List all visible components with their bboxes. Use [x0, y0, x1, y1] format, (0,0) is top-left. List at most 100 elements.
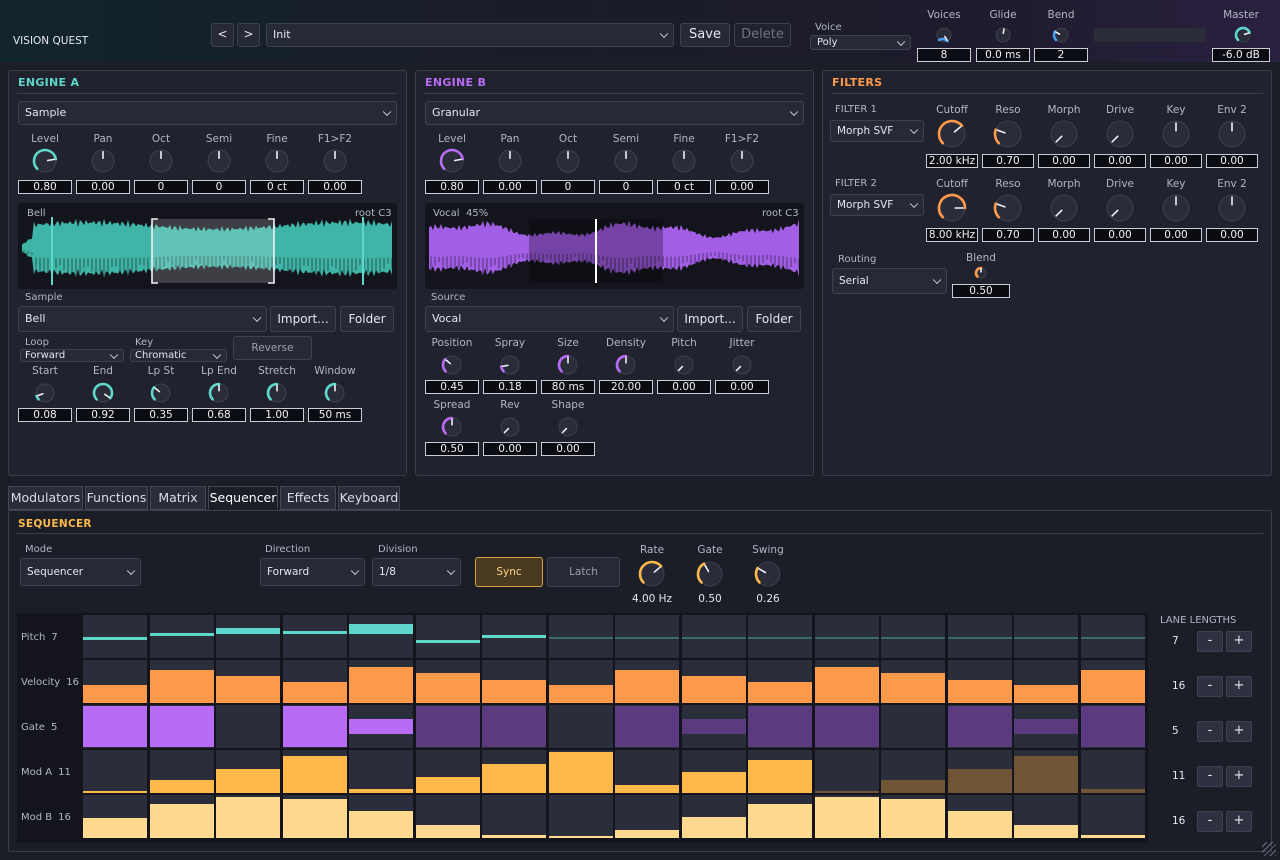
engine-a-stretch-value[interactable]: 1.00: [250, 408, 304, 422]
engine-a-stretch-knob[interactable]: [264, 380, 290, 406]
step-cell[interactable]: [881, 750, 945, 793]
engine-a-level-knob[interactable]: [30, 146, 60, 176]
step-cell[interactable]: [615, 660, 679, 703]
direction-select[interactable]: Forward: [260, 558, 365, 586]
filter-2-cutoff-knob[interactable]: [935, 191, 969, 225]
division-select[interactable]: 1/8: [372, 558, 461, 586]
step-cell[interactable]: [83, 750, 147, 793]
engine-b-size-value[interactable]: 80 ms: [541, 380, 595, 394]
step-cell[interactable]: [548, 750, 613, 793]
engine-a-import-button[interactable]: Import...: [270, 306, 336, 332]
step-cell[interactable]: [1014, 660, 1078, 703]
mode-select[interactable]: Sequencer: [20, 558, 141, 586]
lane-length-plus-button-velocity[interactable]: +: [1226, 676, 1252, 697]
engine-a-lp-st-knob[interactable]: [148, 380, 174, 406]
step-cell[interactable]: [149, 660, 214, 703]
header-bend-knob[interactable]: [1050, 24, 1072, 46]
step-cell[interactable]: [615, 795, 679, 838]
engine-a-waveform[interactable]: [18, 203, 397, 289]
filter-1-type-select[interactable]: Morph SVF: [830, 120, 924, 142]
step-cell[interactable]: [814, 660, 879, 703]
step-cell[interactable]: [282, 705, 347, 748]
header-voices-value[interactable]: 8: [917, 48, 971, 62]
step-cell[interactable]: [748, 750, 812, 793]
filter-2-drive-value[interactable]: 0.00: [1094, 228, 1146, 242]
step-cell[interactable]: [482, 750, 546, 793]
loop-end-bracket[interactable]: [268, 218, 275, 284]
filter-2-type-select[interactable]: Morph SVF: [830, 194, 924, 216]
engine-a-fine-knob[interactable]: [262, 146, 292, 176]
filter-2-key-value[interactable]: 0.00: [1150, 228, 1202, 242]
step-cell[interactable]: [748, 705, 812, 748]
engine-b-size-knob[interactable]: [555, 352, 581, 378]
filter-2-reso-value[interactable]: 0.70: [982, 228, 1034, 242]
engine-b-pan-knob[interactable]: [495, 146, 525, 176]
step-cell[interactable]: [947, 660, 1012, 703]
engine-b-pitch-value[interactable]: 0.00: [657, 380, 711, 394]
engine-a-oct-knob[interactable]: [146, 146, 176, 176]
engine-b-pitch-knob[interactable]: [671, 352, 697, 378]
engine-b-jitter-value[interactable]: 0.00: [715, 380, 769, 394]
filter-2-reso-knob[interactable]: [991, 191, 1025, 225]
loop-region[interactable]: [152, 219, 274, 283]
filter-2-key-knob[interactable]: [1159, 191, 1193, 225]
latch-button[interactable]: Latch: [547, 557, 620, 587]
engine-a-level-value[interactable]: 0.80: [18, 180, 72, 194]
step-cell[interactable]: [1080, 660, 1145, 703]
step-cell[interactable]: [548, 705, 613, 748]
step-cell[interactable]: [681, 750, 746, 793]
header-voices-knob[interactable]: [933, 24, 955, 46]
tab-functions[interactable]: Functions: [85, 486, 148, 510]
master-knob[interactable]: [1232, 24, 1254, 46]
tab-effects[interactable]: Effects: [280, 486, 336, 510]
engine-b-spray-knob[interactable]: [497, 352, 523, 378]
blend-knob[interactable]: [972, 264, 990, 282]
engine-a-pan-knob[interactable]: [88, 146, 118, 176]
engine-b-fine-value[interactable]: 0 ct: [657, 180, 711, 194]
engine-a-f1-f2-value[interactable]: 0.00: [308, 180, 362, 194]
filter-1-morph-knob[interactable]: [1047, 117, 1081, 151]
tab-sequencer[interactable]: Sequencer: [208, 486, 278, 510]
sample-select[interactable]: Bell: [18, 306, 267, 332]
seq-swing-value[interactable]: 0.26: [756, 593, 780, 605]
engine-a-lp-st-value[interactable]: 0.35: [134, 408, 188, 422]
engine-b-f1-f2-knob[interactable]: [727, 146, 757, 176]
engine-b-f1-f2-value[interactable]: 0.00: [715, 180, 769, 194]
filter-1-drive-knob[interactable]: [1103, 117, 1137, 151]
step-cell[interactable]: [947, 750, 1012, 793]
engine-b-oct-value[interactable]: 0: [541, 180, 595, 194]
step-cell[interactable]: [548, 795, 613, 838]
filter-1-drive-value[interactable]: 0.00: [1094, 154, 1146, 168]
step-cell[interactable]: [1014, 705, 1078, 748]
tab-matrix[interactable]: Matrix: [150, 486, 206, 510]
step-cell[interactable]: [482, 660, 546, 703]
loop-select[interactable]: Forward: [20, 349, 124, 362]
lane-length-plus-button-gate[interactable]: +: [1226, 721, 1252, 742]
filter-2-env-2-knob[interactable]: [1215, 191, 1249, 225]
step-cell[interactable]: [83, 795, 147, 838]
filter-1-env-2-knob[interactable]: [1215, 117, 1249, 151]
step-cell[interactable]: [216, 795, 280, 838]
reverse-button[interactable]: Reverse: [233, 336, 312, 360]
lane-length-minus-button-gate[interactable]: -: [1197, 721, 1223, 742]
step-cell[interactable]: [83, 660, 147, 703]
seq-gate-knob[interactable]: [694, 558, 726, 590]
engine-a-pan-value[interactable]: 0.00: [76, 180, 130, 194]
engine-a-semi-value[interactable]: 0: [192, 180, 246, 194]
step-cell[interactable]: [681, 795, 746, 838]
step-cell[interactable]: [349, 750, 413, 793]
loop-start-bracket[interactable]: [151, 218, 158, 284]
engine-b-spray-value[interactable]: 0.18: [483, 380, 537, 394]
step-cell[interactable]: [83, 705, 147, 748]
filter-1-reso-knob[interactable]: [991, 117, 1025, 151]
step-cell[interactable]: [415, 615, 480, 658]
engine-a-lp-end-value[interactable]: 0.68: [192, 408, 246, 422]
step-cell[interactable]: [282, 615, 347, 658]
header-bend-value[interactable]: 2: [1034, 48, 1088, 62]
step-cell[interactable]: [349, 660, 413, 703]
step-cell[interactable]: [216, 660, 280, 703]
step-cell[interactable]: [282, 795, 347, 838]
step-cell[interactable]: [681, 615, 746, 658]
step-cell[interactable]: [748, 615, 812, 658]
key-select[interactable]: Chromatic: [130, 349, 227, 362]
